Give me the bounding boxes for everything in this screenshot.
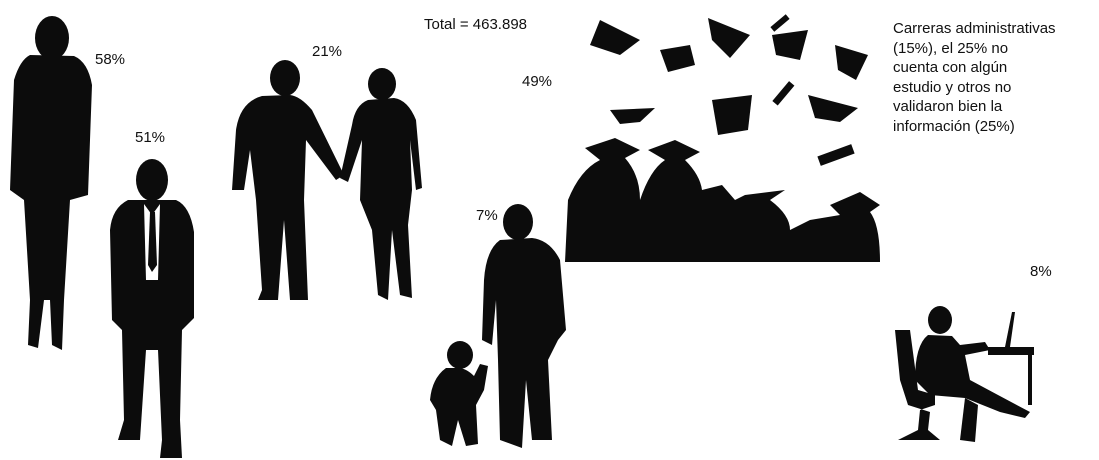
note-line: Carreras administrativas [893,20,1056,37]
percent-label: 58% [95,51,126,68]
note-line: (15%), el 25% no [893,39,1009,57]
percent-label: 49% [522,73,553,90]
percent-label: 21% [312,43,343,60]
office-silhouette [895,306,1034,442]
note-line: estudio y otros no [893,78,1012,96]
percent-label: 8% [1030,263,1052,280]
couple-silhouette [232,60,422,300]
graduates-silhouette [565,14,880,262]
note-line: cuenta con algún [893,59,1008,76]
parent-child-silhouette [430,204,566,448]
note-line: validaron bien la [893,98,1003,115]
note-line: información (25%) [893,117,1015,135]
total-label: Total = 463.898 [424,16,528,33]
percent-label: 7% [476,207,498,224]
woman-silhouette [10,16,92,350]
man-silhouette [110,159,194,458]
percent-label: 51% [135,129,166,146]
note: Carreras administrativas (15%), el 25% no… [893,19,1056,136]
